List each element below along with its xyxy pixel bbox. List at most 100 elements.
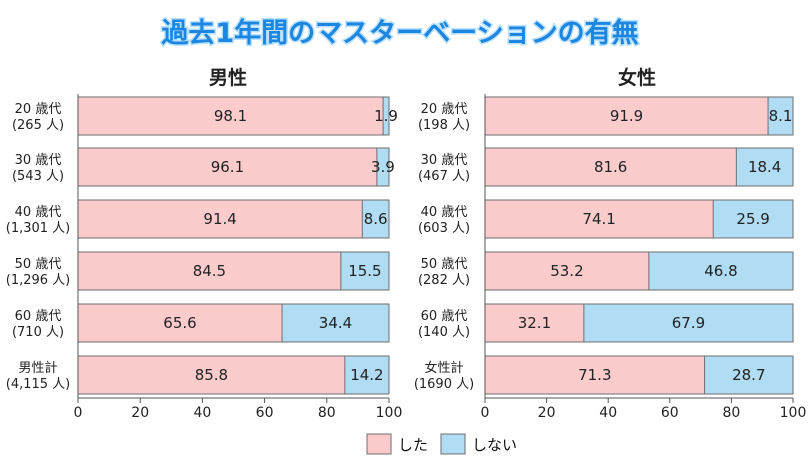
legend-did-swatch	[366, 433, 392, 455]
male-bar-did-not	[344, 356, 389, 394]
female-category-count: (603 人)	[418, 221, 470, 236]
male-category-name: 男性計	[18, 360, 57, 376]
male-category-name: 60 歳代	[15, 309, 62, 324]
female-data-label-did-not: 46.8	[704, 262, 737, 280]
female-category-count: (467 人)	[418, 169, 470, 184]
male-bar-did	[78, 148, 377, 186]
male-data-label-did-not: 8.6	[364, 210, 388, 228]
male-category-count: (4,115 人)	[6, 377, 71, 392]
female-panel: 女性 20 歳代(198 人) 91.9 8.1 30 歳代(467 人) 81.6 18.…	[414, 66, 807, 421]
female-category-name: 40 歳代	[421, 205, 468, 220]
female-data-label-did-not: 67.9	[672, 314, 705, 332]
male-category-count: (710 人)	[12, 325, 64, 340]
male-data-label-did-not: 14.2	[350, 366, 383, 384]
male-data-label-did: 91.4	[203, 210, 236, 228]
male-category-label: 50 歳代(1,296 人)	[6, 257, 71, 288]
female-bar-did	[485, 148, 737, 186]
female-category-name: 女性計	[424, 360, 463, 376]
female-bar-did	[485, 252, 649, 290]
male-bar-did-not	[376, 148, 389, 186]
female-category-name: 50 歳代	[421, 257, 468, 272]
male-x-tick-label: 20	[131, 405, 149, 421]
female-bar-did-not	[713, 200, 793, 238]
female-category-name: 20 歳代	[421, 102, 468, 117]
male-category-count: (1,296 人)	[6, 273, 71, 288]
male-bar-did-not	[383, 97, 389, 135]
male-x-tick-label: 60	[256, 405, 274, 421]
female-x-tick-label: 0	[481, 405, 490, 421]
legend: した しない	[366, 433, 517, 455]
female-category-label: 女性計(1690 人)	[414, 360, 474, 392]
male-panel-title: 男性	[209, 66, 247, 89]
male-x-tick-label: 0	[74, 405, 83, 421]
female-category-label: 50 歳代(282 人)	[418, 257, 470, 288]
main-title: 過去1年間のマスターベーションの有無	[161, 17, 638, 49]
male-category-count: (543 人)	[12, 169, 64, 184]
female-data-label-did: 53.2	[550, 262, 583, 280]
male-category-label: 男性計(4,115 人)	[6, 360, 71, 392]
male-data-label-did-not: 34.4	[319, 314, 352, 332]
male-category-name: 50 歳代	[15, 257, 62, 272]
female-data-label-did-not: 25.9	[736, 210, 769, 228]
male-bar-did-not	[340, 252, 389, 290]
male-data-label-did-not: 15.5	[348, 262, 381, 280]
female-bar-did	[485, 200, 714, 238]
female-category-label: 40 歳代(603 人)	[418, 205, 470, 236]
female-x-tick-label: 100	[780, 405, 807, 421]
female-bar-did-not	[736, 148, 793, 186]
female-panel-title: 女性	[618, 66, 656, 89]
female-category-count: (282 人)	[418, 273, 470, 288]
female-data-label-did: 71.3	[578, 366, 611, 384]
female-category-name: 60 歳代	[421, 309, 468, 324]
male-category-label: 60 歳代(710 人)	[12, 309, 64, 340]
male-bar-did	[78, 200, 363, 238]
female-x-tick-label: 60	[661, 405, 679, 421]
male-data-label-did-not: 1.9	[374, 107, 398, 125]
female-category-label: 20 歳代(198 人)	[418, 102, 470, 133]
female-bar-did-not	[648, 252, 793, 290]
male-panel: 男性 20 歳代(265 人) 98.1 1.9 30 歳代(543 人) 96.1 3.9…	[6, 66, 403, 421]
male-x-tick-label: 100	[376, 405, 403, 421]
male-bar-did-not	[282, 304, 389, 342]
male-category-name: 30 歳代	[15, 153, 62, 168]
female-category-count: (1690 人)	[414, 377, 474, 392]
female-category-count: (198 人)	[418, 118, 470, 133]
female-category-count: (140 人)	[418, 325, 470, 340]
female-data-label-did-not: 8.1	[769, 107, 793, 125]
female-x-tick-label: 20	[538, 405, 556, 421]
male-category-label: 40 歳代(1,301 人)	[6, 205, 71, 236]
female-category-label: 60 歳代(140 人)	[418, 309, 470, 340]
female-bar-did	[485, 304, 584, 342]
male-x-tick-label: 40	[193, 405, 211, 421]
female-bar-did-not	[583, 304, 793, 342]
male-data-label-did: 96.1	[211, 158, 244, 176]
male-data-label-did: 65.6	[163, 314, 196, 332]
female-x-tick-label: 80	[722, 405, 740, 421]
male-category-name: 40 歳代	[15, 205, 62, 220]
male-bar-did-not	[362, 200, 389, 238]
female-x-tick-label: 40	[599, 405, 617, 421]
female-data-label-did: 32.1	[518, 314, 551, 332]
female-bar-did-not	[768, 97, 793, 135]
female-data-label-did: 81.6	[594, 158, 627, 176]
male-bar-did	[78, 304, 283, 342]
male-x-tick-label: 80	[318, 405, 336, 421]
female-bar-did	[485, 356, 705, 394]
female-bar-did	[485, 97, 769, 135]
female-category-label: 30 歳代(467 人)	[418, 153, 470, 184]
male-category-count: (1,301 人)	[6, 221, 71, 236]
male-data-label-did: 84.5	[193, 262, 226, 280]
legend-did-not-label: しない	[472, 436, 517, 454]
male-bar-did	[78, 97, 384, 135]
female-data-label-did: 91.9	[610, 107, 643, 125]
female-data-label-did-not: 28.7	[732, 366, 765, 384]
male-category-name: 20 歳代	[15, 102, 62, 117]
male-data-label-did: 98.1	[214, 107, 247, 125]
legend-did-label: した	[398, 436, 428, 454]
male-bar-did	[78, 252, 341, 290]
female-data-label-did: 74.1	[582, 210, 615, 228]
male-bar-did	[78, 356, 345, 394]
male-category-label: 20 歳代(265 人)	[12, 102, 64, 133]
